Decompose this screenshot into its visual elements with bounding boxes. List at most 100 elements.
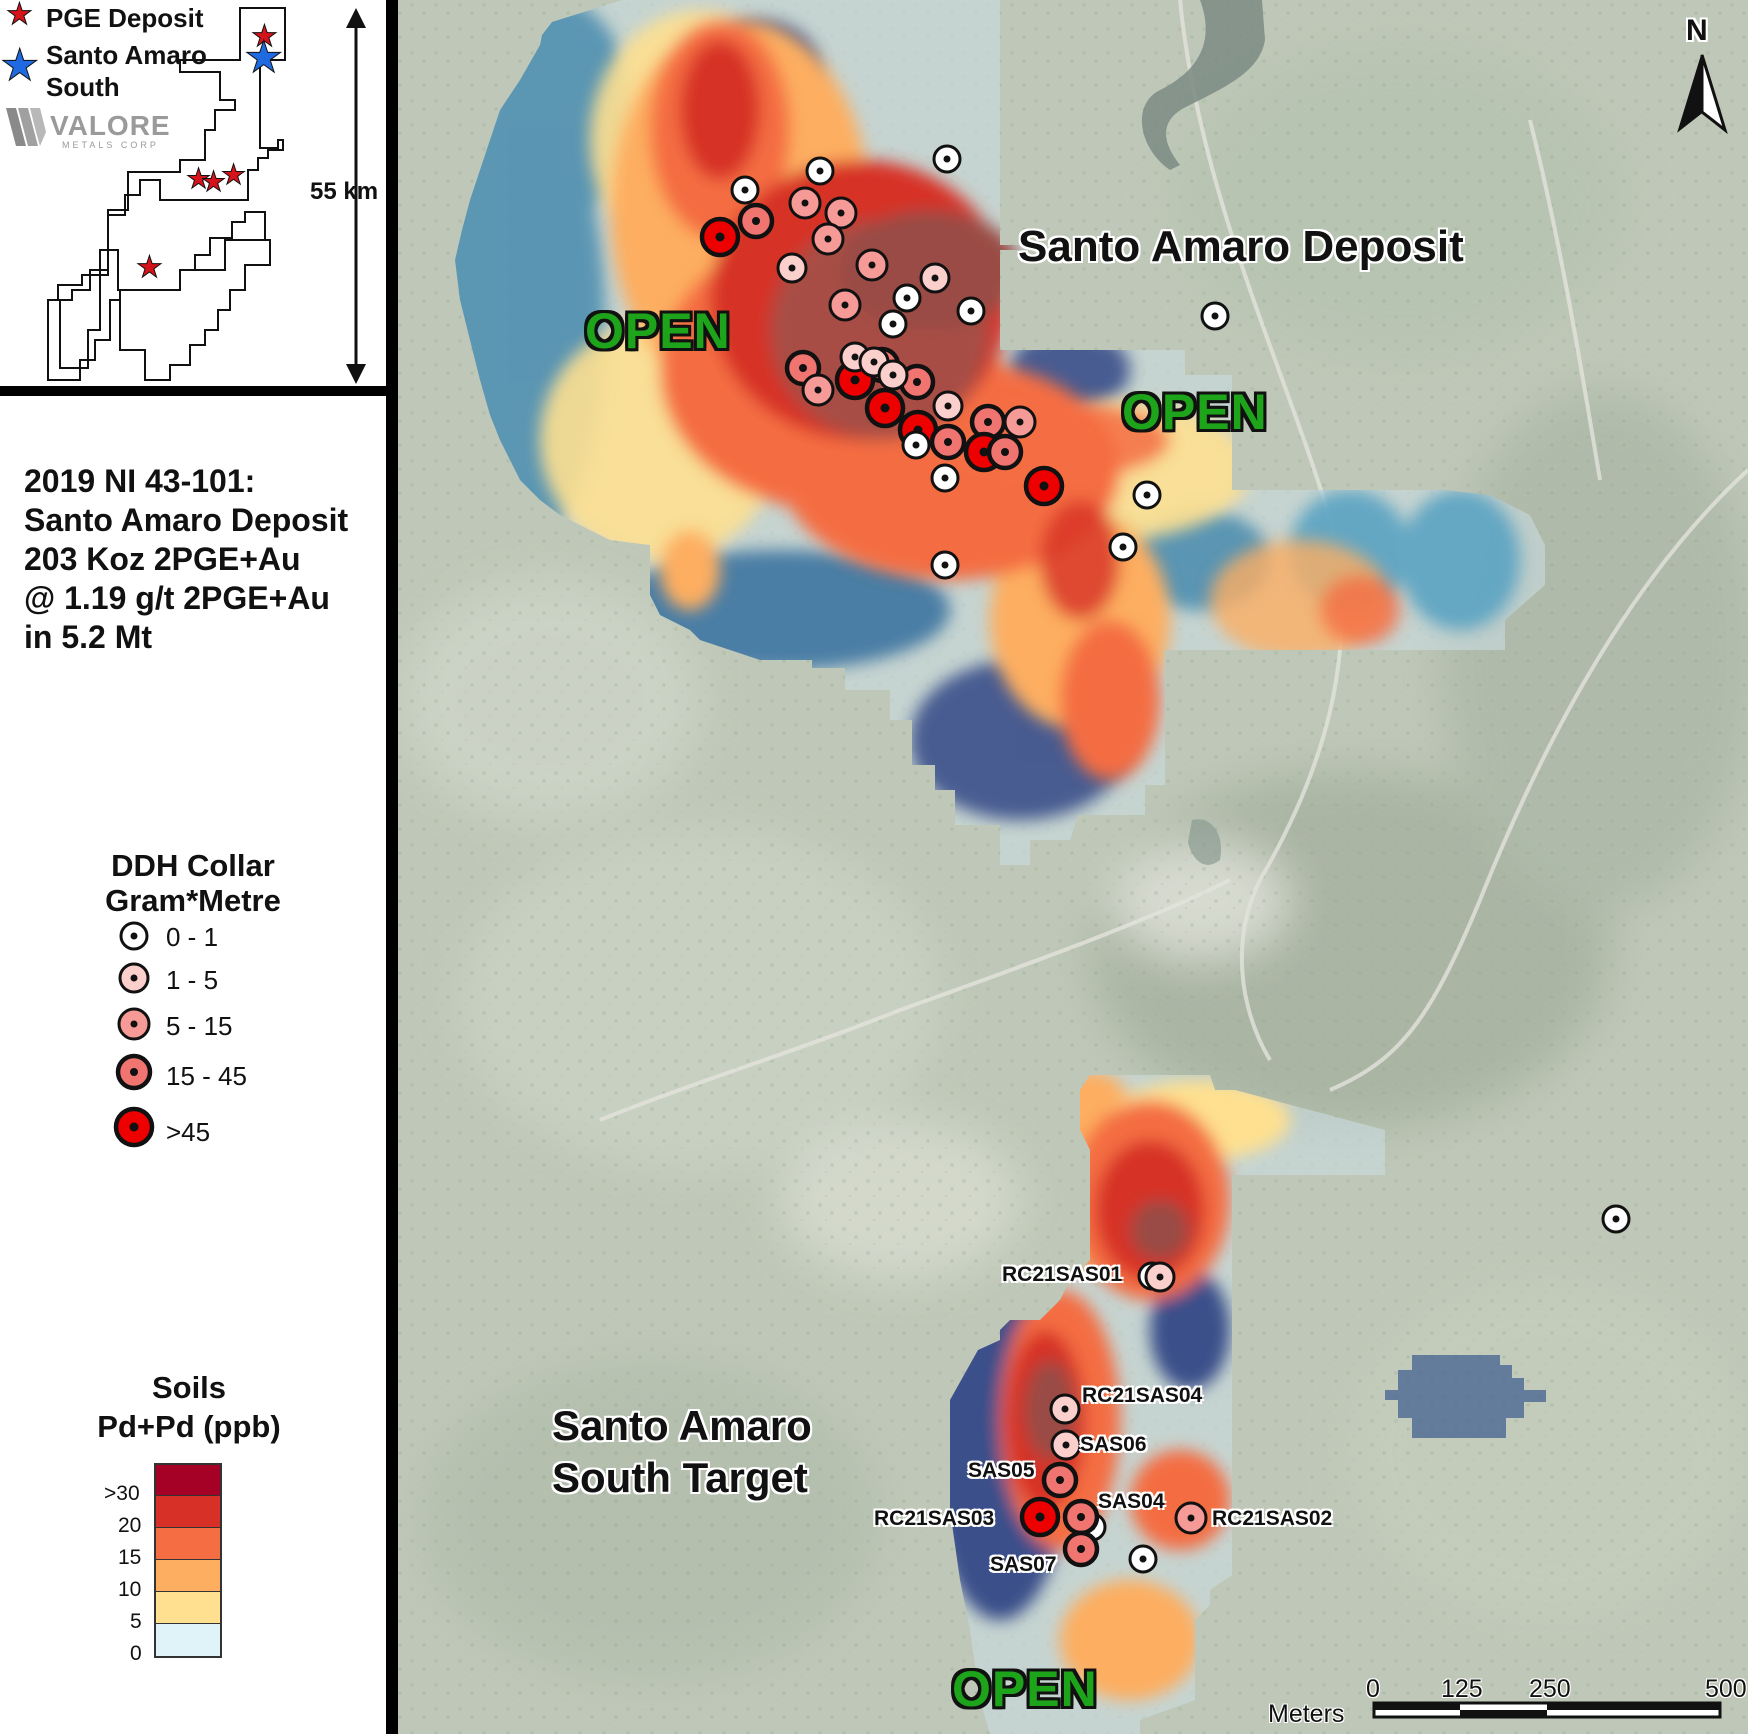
soils-tick-label: 5: [130, 1610, 142, 1633]
south-target-label-line: South Target: [552, 1454, 808, 1501]
collar-1-5-icon: [118, 962, 150, 994]
hole-label: SAS07: [990, 1553, 1057, 1576]
soils-tick-label: 0: [130, 1642, 142, 1665]
collar-15-45-icon: [1062, 1530, 1100, 1568]
collar-5-15-icon: [1174, 1501, 1208, 1535]
collar-15-45-icon: [898, 363, 936, 401]
collar-0-1-icon: [1108, 532, 1138, 562]
soils-swatch: [156, 1624, 220, 1656]
resource-line: Santo Amaro Deposit: [24, 502, 349, 538]
soils-swatch: [156, 1592, 220, 1624]
soils-swatch: [156, 1560, 220, 1592]
star-santo-amaro-icon: ★: [244, 33, 283, 82]
collar-1-5-icon: [1049, 1393, 1081, 1425]
collar-15-45-icon: [986, 433, 1024, 471]
panel-divider: [386, 0, 398, 1734]
collar-0-1-icon: [901, 430, 931, 460]
north-arrow-icon: [1677, 54, 1728, 135]
resource-block: 2019 NI 43-101: Santo Amaro Deposit 203 …: [24, 462, 348, 657]
property-block-south: [119, 239, 271, 381]
soils-tick-label: 10: [118, 1578, 142, 1601]
collar-0-1-icon: [930, 550, 960, 580]
collar-gt45-icon: [113, 1106, 155, 1148]
collar-15-45-icon: [1062, 1498, 1100, 1536]
resource-line: 2019 NI 43-101:: [24, 463, 256, 499]
ddh-legend-title: DDH Collar: [111, 848, 275, 883]
collar-0-1-icon: [1132, 480, 1162, 510]
logo-text: VALORE: [50, 110, 171, 141]
deposit-label: Santo Amaro Deposit: [1018, 222, 1464, 271]
collar-1-5-icon: [1144, 1261, 1176, 1293]
ddh-legend-symbols: [113, 921, 155, 1148]
collar-0-1-icon: [878, 309, 908, 339]
legend-santo-label: Santo Amaro: [46, 40, 207, 70]
hole-label: RC21SAS03: [874, 1507, 995, 1530]
hole-label: SAS04: [1098, 1490, 1165, 1513]
ddh-class-label: 1 - 5: [166, 965, 219, 995]
logo-subtext: METALS CORP: [62, 140, 159, 150]
scale-unit-label: Meters: [1268, 1700, 1345, 1728]
star-santo-amaro-icon: ★: [0, 41, 39, 90]
scale-tick-label: 250: [1529, 1675, 1571, 1703]
hole-label: RC21SAS04: [1082, 1384, 1203, 1407]
soil-anomaly-east: [1385, 1355, 1546, 1438]
collar-1-5-icon: [932, 390, 964, 422]
ddh-class-label: 0 - 1: [166, 922, 219, 952]
collar-5-15-icon: [1003, 405, 1037, 439]
star-pge-icon: ★: [251, 20, 278, 53]
soils-legend-subtitle: Pd+Pd (ppb): [97, 1409, 281, 1444]
star-pge-icon: ★: [136, 251, 163, 284]
star-pge-icon: ★: [221, 159, 246, 190]
collar-1-5-icon: [919, 262, 951, 294]
soils-legend-title: Soils: [151, 1370, 227, 1405]
collar-0-1-icon: [805, 156, 835, 186]
drill-collars: [699, 144, 1631, 1574]
soils-tick-label: >30: [104, 1482, 140, 1505]
collar-1-5-icon: [776, 252, 808, 284]
resource-line: @ 1.19 g/t 2PGE+Au: [24, 580, 330, 616]
soils-swatch: [156, 1528, 220, 1560]
hole-label: SAS06: [1080, 1433, 1147, 1456]
soils-tick-label: 15: [118, 1546, 142, 1569]
soils-color-ramp: [154, 1463, 222, 1658]
south-target-label: Santo Amaro South Target: [552, 1400, 812, 1504]
collar-0-1-icon: [956, 296, 986, 326]
collar-gt45-icon: [864, 387, 906, 429]
collar-0-1-icon: [119, 921, 149, 951]
valore-logo-icon: [6, 108, 46, 146]
collar-0-1-icon: [1128, 1544, 1158, 1574]
collar-1-5-icon: [1050, 1429, 1082, 1461]
ddh-class-label: 15 - 45: [166, 1061, 247, 1091]
legend-santo-label-2: South: [46, 72, 120, 102]
collar-0-1-icon: [730, 175, 760, 205]
hole-label: RC21SAS01: [1002, 1263, 1123, 1286]
collar-15-45-icon: [1041, 1461, 1079, 1499]
collar-gt45-icon: [699, 216, 741, 258]
map-view[interactable]: N Santo Amaro Deposit Santo Amaro South …: [398, 0, 1748, 1734]
inset-divider: [0, 386, 392, 396]
legend-pge-label: PGE Deposit: [46, 3, 204, 33]
hole-label: RC21SAS02: [1212, 1507, 1333, 1530]
distance-label: 55 km: [310, 178, 379, 205]
open-label-south: OPEN: [952, 1661, 1098, 1717]
collar-5-15-icon: [801, 373, 835, 407]
collar-15-45-icon: [115, 1053, 153, 1091]
map-canvas: [398, 0, 1748, 1734]
collar-0-1-icon: [892, 283, 922, 313]
pond: [1188, 819, 1222, 865]
scale-bar: [1372, 1701, 1722, 1719]
resource-line: in 5.2 Mt: [24, 619, 153, 655]
collar-0-1-icon: [930, 463, 960, 493]
open-label-east: OPEN: [1122, 384, 1268, 440]
resource-line: 203 Koz 2PGE+Au: [24, 541, 301, 577]
soils-tick-label: 20: [118, 1514, 142, 1537]
collar-gt45-icon: [1023, 465, 1065, 507]
inset-locator-map: ★ ★ ★ ★ ★ ★ ★ ★: [0, 0, 366, 384]
north-label: N: [1686, 14, 1708, 47]
collar-5-15-icon: [811, 222, 845, 256]
collar-5-15-icon: [855, 248, 889, 282]
ddh-class-label: 5 - 15: [166, 1011, 233, 1041]
arrow-down-icon: [346, 364, 366, 384]
star-pge-icon: ★: [201, 166, 226, 197]
soils-swatch: [156, 1465, 220, 1496]
